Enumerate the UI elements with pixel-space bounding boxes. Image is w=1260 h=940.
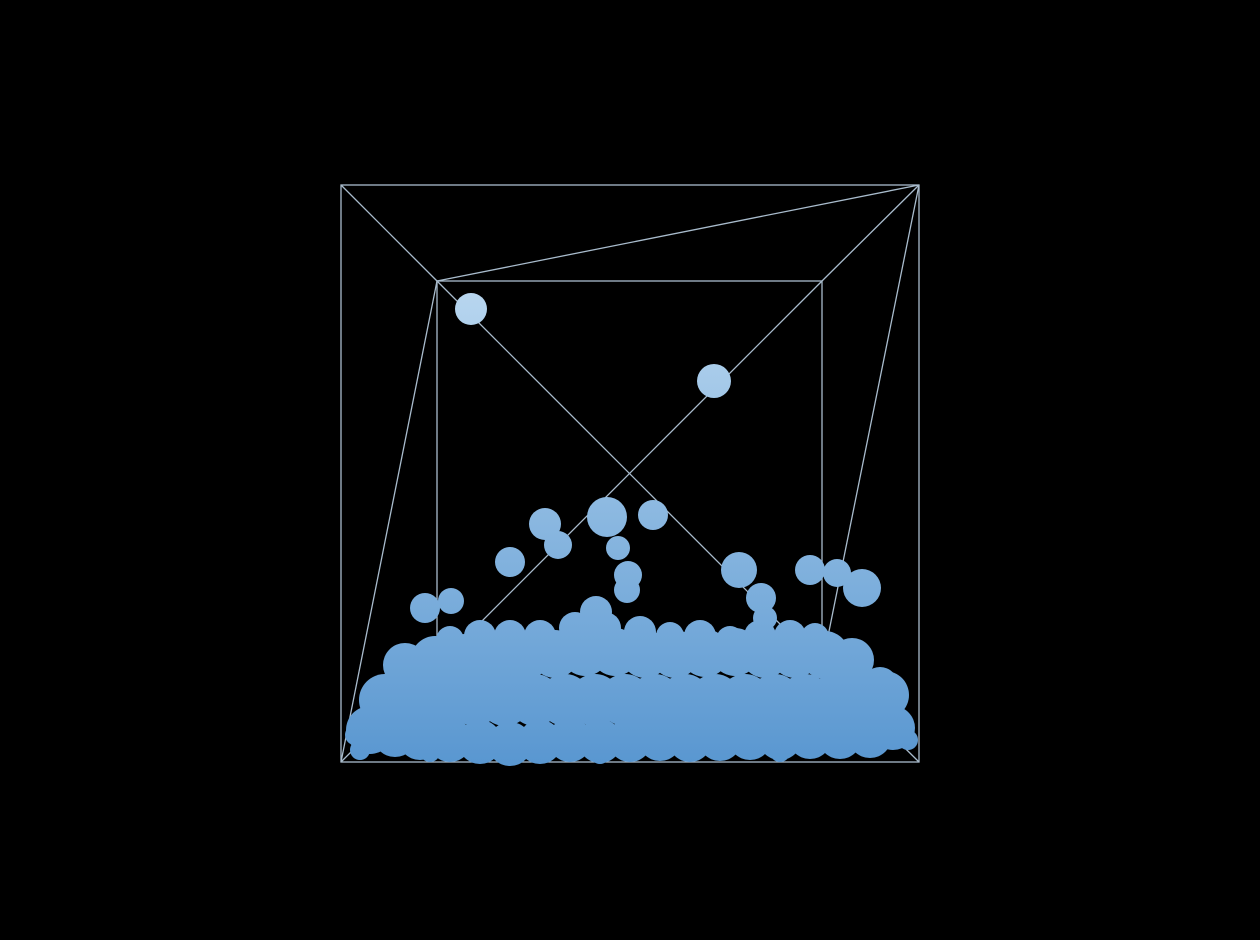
fluid-particle [746,583,776,613]
fluid-particle [684,620,716,652]
fluid-particle [606,536,630,560]
fluid-particle [830,638,874,682]
fluid-particle [524,620,556,652]
fluid-particle [410,593,440,623]
frame-edge [340,280,438,763]
fluid-particles [345,293,918,766]
fluid-particle [544,531,572,559]
fluid-particle [843,569,881,607]
fluid-particle [638,500,668,530]
fluid-particle [697,364,731,398]
fluid-particle [420,742,440,762]
fluid-particle [624,616,656,648]
fluid-particle [587,497,627,537]
fluid-particle [438,588,464,614]
fluid-particle [455,293,487,325]
fluid-particle [753,606,777,630]
fluid-particle [656,622,684,650]
frame-edge [436,280,823,667]
fluid-particle [721,552,757,588]
fluid-particle [350,740,370,760]
fluid-particle [494,620,526,652]
fluid-particle [898,730,918,750]
fluid-particle [795,555,825,585]
frame-edge [436,184,920,282]
fluid-particle [801,623,829,651]
fluid-particle [590,744,610,764]
fluid-particle [862,667,898,703]
fluid-particle [436,626,464,654]
fluid-particle [464,620,496,652]
frame-edge [340,184,438,282]
fluid-particle [770,742,790,762]
fluid-particle [716,626,744,654]
frame-edge [821,184,920,282]
fluid-particle [495,547,525,577]
fluid-particle [580,596,612,628]
fluid-particle [614,561,642,589]
fluid-particle [823,559,851,587]
fluid-particle [774,620,806,652]
